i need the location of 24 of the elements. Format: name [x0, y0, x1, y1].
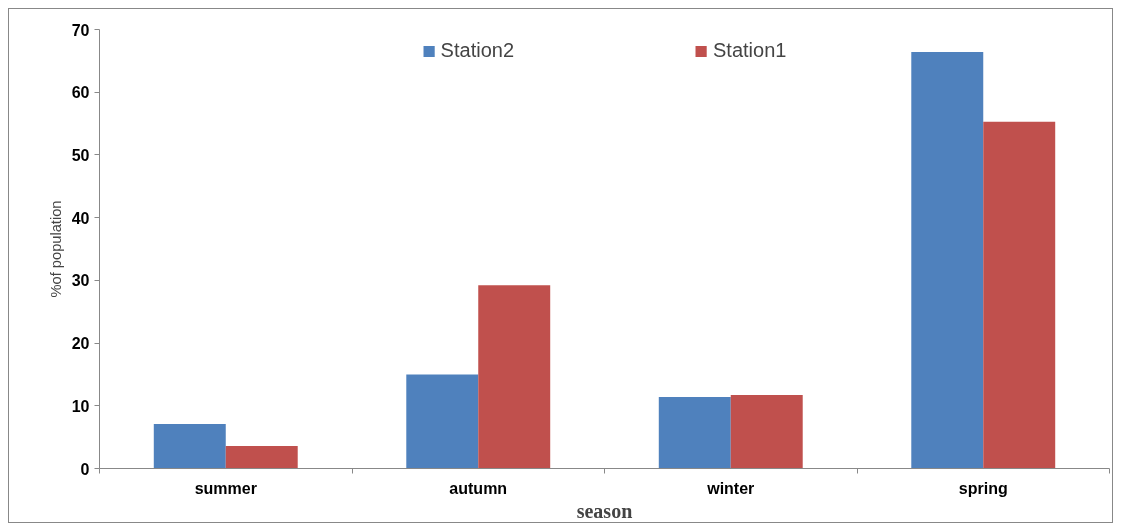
y-tick-label: 10: [71, 397, 90, 415]
y-tick-label: 30: [71, 272, 90, 290]
bar: [730, 395, 803, 469]
legend-label: Station1: [713, 39, 787, 62]
bar: [406, 374, 479, 469]
x-axis-title: season: [576, 499, 633, 522]
y-tick-label: 20: [71, 335, 90, 353]
legend-label: Station2: [440, 39, 514, 62]
bar: [153, 423, 226, 469]
bar: [478, 285, 551, 469]
x-tick-label: winter: [706, 479, 755, 497]
y-tick-label: 50: [71, 146, 90, 164]
y-tick-label: 0: [80, 460, 90, 478]
y-tick-label: 40: [71, 209, 90, 227]
x-tick-label: summer: [194, 479, 257, 497]
x-tick-label: spring: [958, 479, 1008, 497]
y-tick-label: 60: [71, 84, 90, 102]
x-tick-label: autumn: [449, 479, 508, 497]
bar: [225, 445, 298, 469]
y-tick-label: 70: [71, 21, 90, 39]
bar: [658, 397, 731, 469]
bar: [983, 121, 1056, 469]
y-axis-title: %of population: [47, 200, 64, 298]
bar: [911, 52, 984, 469]
